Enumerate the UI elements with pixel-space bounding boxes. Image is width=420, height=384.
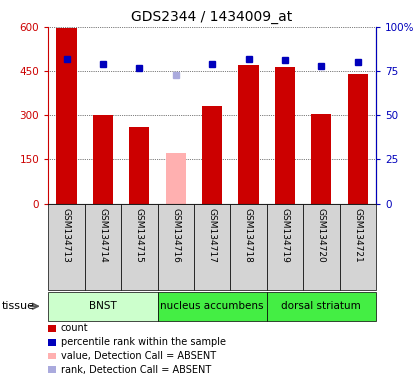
Text: GSM134720: GSM134720	[317, 208, 326, 263]
Bar	[158, 292, 267, 321]
Bar	[129, 127, 150, 204]
Text: BNST: BNST	[89, 301, 117, 311]
Bar	[93, 115, 113, 204]
Bar	[267, 292, 376, 321]
Text: GSM134713: GSM134713	[62, 208, 71, 263]
Bar	[57, 28, 76, 204]
Text: GSM134719: GSM134719	[281, 208, 289, 263]
Bar	[230, 204, 267, 290]
Bar	[239, 65, 259, 204]
Text: GSM134721: GSM134721	[353, 208, 362, 263]
Title: GDS2344 / 1434009_at: GDS2344 / 1434009_at	[131, 10, 293, 25]
Text: count: count	[61, 323, 89, 333]
Text: nucleus accumbens: nucleus accumbens	[160, 301, 264, 311]
Text: GSM134717: GSM134717	[207, 208, 217, 263]
Bar	[48, 292, 158, 321]
Text: GSM134718: GSM134718	[244, 208, 253, 263]
Bar	[165, 154, 186, 204]
Text: value, Detection Call = ABSENT: value, Detection Call = ABSENT	[61, 351, 216, 361]
Text: dorsal striatum: dorsal striatum	[281, 301, 361, 311]
Bar	[275, 67, 295, 204]
Bar	[311, 114, 331, 204]
Text: GSM134714: GSM134714	[98, 208, 108, 263]
Bar	[339, 204, 376, 290]
Bar	[267, 204, 303, 290]
Text: GSM134715: GSM134715	[135, 208, 144, 263]
Bar	[48, 204, 85, 290]
Text: tissue: tissue	[2, 301, 35, 311]
Bar	[121, 204, 158, 290]
Text: GSM134716: GSM134716	[171, 208, 180, 263]
Text: rank, Detection Call = ABSENT: rank, Detection Call = ABSENT	[61, 365, 211, 375]
Bar	[194, 204, 230, 290]
Bar	[303, 204, 339, 290]
Bar	[348, 74, 368, 204]
Bar	[85, 204, 121, 290]
Bar	[158, 204, 194, 290]
Text: percentile rank within the sample: percentile rank within the sample	[61, 337, 226, 347]
Bar	[202, 106, 222, 204]
